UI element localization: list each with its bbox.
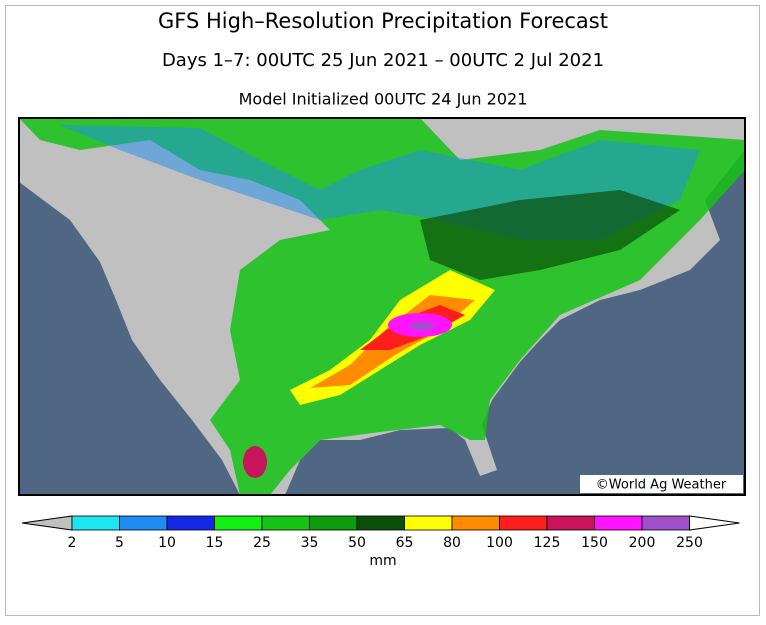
color-swatch [71,515,120,531]
map-border [18,117,746,496]
legend-tick: 200 [629,535,656,551]
subtitle: Days 1–7: 00UTC 25 Jun 2021 – 00UTC 2 Ju… [162,50,604,71]
legend-tick: 150 [581,535,608,551]
legend-tick: 10 [158,535,176,551]
legend-tick: 65 [396,535,414,551]
legend-tick: 25 [253,535,271,551]
legend-tick: 250 [676,535,703,551]
color-swatch [499,515,548,531]
colorbar: 2 5 10 15 25 35 50 65 80 100 125 150 200 250 [21,515,740,551]
color-swatch [119,515,168,531]
legend-tick: 5 [115,535,124,551]
legend-tick: 50 [348,535,366,551]
color-swatch [166,515,215,531]
title: GFS High–Resolution Precipitation Foreca… [158,9,608,33]
color-swatch [214,515,263,531]
color-swatch [261,515,310,531]
rain-250 [410,322,434,330]
above-arrow [689,515,740,531]
color-swatch [451,515,500,531]
color-swatch [641,515,690,531]
rain-mexico [243,446,267,478]
unit-label: mm [369,553,396,569]
color-swatch [404,515,453,531]
legend-tick: 15 [206,535,224,551]
rain-heavy [420,190,680,280]
legend-tick: 125 [534,535,561,551]
color-swatch [546,515,595,531]
credit-box [580,475,743,493]
legend-tick: 35 [301,535,319,551]
color-swatch [309,515,358,531]
legend-tick: 80 [443,535,461,551]
color-swatch [356,515,405,531]
color-swatch [594,515,643,531]
credit: ©World Ag Weather [596,478,727,493]
map: ©World Ag Weather [18,117,746,496]
legend-tick: 100 [486,535,513,551]
legend-tick: 2 [68,535,77,551]
init-time: Model Initialized 00UTC 24 Jun 2021 [239,90,528,109]
